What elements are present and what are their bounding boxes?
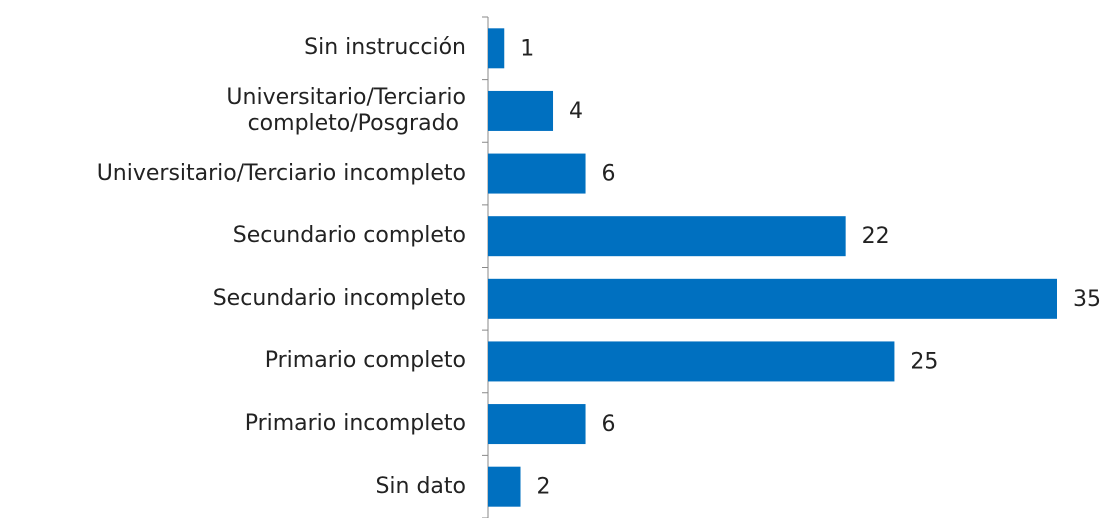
value-label: 2 xyxy=(537,475,551,500)
category-label: Primario incompleto xyxy=(244,411,466,437)
value-label: 35 xyxy=(1073,287,1101,312)
category-label: Primario completo xyxy=(264,348,466,374)
value-label: 6 xyxy=(602,162,616,187)
category-label: Secundario completo xyxy=(232,223,466,249)
bar xyxy=(488,466,521,507)
bar xyxy=(488,404,586,445)
value-label: 1 xyxy=(520,36,534,61)
bar xyxy=(488,90,554,131)
value-label: 25 xyxy=(910,349,938,374)
category-label: Universitario/Terciario completo/Posgrad… xyxy=(226,84,466,136)
bar xyxy=(488,278,1057,319)
category-label: Universitario/Terciario incompleto xyxy=(96,160,466,186)
category-label: Secundario incompleto xyxy=(212,285,466,311)
value-label: 6 xyxy=(602,412,616,437)
value-label: 4 xyxy=(569,99,583,124)
category-label: Sin instrucción xyxy=(304,35,466,61)
bar xyxy=(488,153,586,194)
value-label: 22 xyxy=(862,224,890,249)
bar xyxy=(488,28,505,69)
bar xyxy=(488,341,895,382)
bar xyxy=(488,216,846,257)
category-label: Sin dato xyxy=(375,473,466,499)
